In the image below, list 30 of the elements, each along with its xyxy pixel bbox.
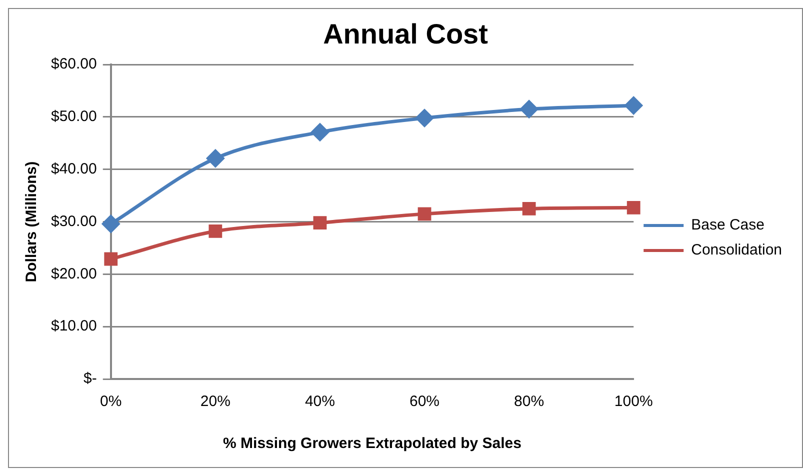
legend-label: Base Case: [691, 216, 764, 234]
point: [102, 215, 120, 233]
point: [313, 216, 327, 230]
legend-label: Consolidation: [691, 242, 782, 259]
y-tick-label: $-: [84, 370, 97, 388]
x-tick-label: 60%: [410, 393, 440, 410]
point: [624, 96, 642, 114]
point: [626, 200, 640, 214]
point: [208, 224, 222, 238]
point: [418, 207, 432, 221]
y-tick-label: $10.00: [50, 318, 97, 335]
point: [416, 109, 434, 127]
x-tick-label: 40%: [304, 393, 335, 410]
chart-title: Annual Cost: [323, 18, 488, 50]
x-axis-title: % Missing Growers Extrapolated by Sales: [223, 435, 522, 452]
y-tick-label: $40.00: [50, 160, 97, 178]
x-tick-label: 20%: [200, 393, 230, 410]
x-tick-label: 100%: [614, 393, 653, 410]
point: [311, 123, 329, 141]
y-axis-title: Dollars (Millions): [23, 161, 40, 282]
point: [522, 202, 536, 216]
point: [104, 252, 118, 266]
x-tick-label: 0%: [100, 393, 122, 410]
point: [520, 100, 538, 118]
y-tick-label: $30.00: [50, 212, 97, 230]
y-tick-label: $50.00: [50, 108, 97, 126]
point: [206, 150, 224, 168]
y-tick-label: $20.00: [50, 265, 97, 282]
x-tick-label: 80%: [514, 393, 544, 410]
y-tick-label: $60.00: [50, 56, 97, 73]
